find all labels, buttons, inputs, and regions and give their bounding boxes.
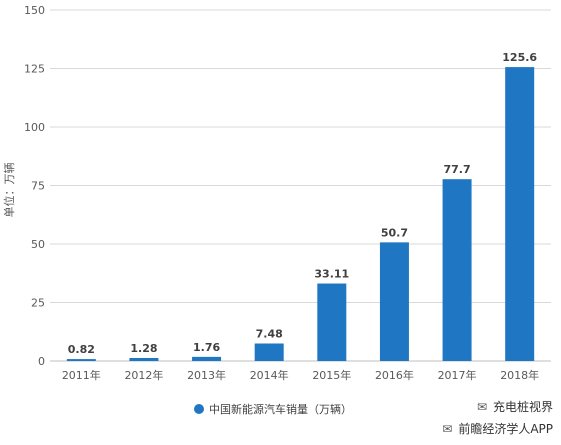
legend: 中国新能源汽车销量（万辆） [194, 402, 352, 416]
bar [505, 67, 535, 361]
x-tick-label: 2017年 [438, 368, 477, 382]
bar [129, 358, 159, 361]
legend-label: 中国新能源汽车销量（万辆） [209, 402, 352, 416]
bar [317, 283, 347, 361]
data-label: 50.7 [381, 226, 408, 239]
legend-swatch [194, 404, 204, 414]
gridlines [50, 9, 551, 362]
y-tick-label: 0 [38, 355, 45, 368]
data-label: 1.76 [193, 341, 220, 354]
y-tick-label: 150 [24, 4, 45, 17]
y-tick-label: 100 [24, 121, 45, 134]
x-tick-label: 2018年 [500, 368, 539, 382]
bar [192, 356, 222, 361]
x-tick-label: 2015年 [312, 368, 351, 382]
y-tick-label: 75 [31, 180, 45, 193]
wechat-icon: ✉ [476, 400, 488, 414]
watermark-text-2: 前瞻经济学人APP [458, 422, 553, 436]
x-tick-label: 2011年 [62, 368, 101, 382]
data-label: 77.7 [443, 163, 470, 176]
x-tick-label: 2014年 [250, 368, 289, 382]
y-tick-label: 25 [31, 297, 45, 310]
bar [379, 242, 409, 361]
watermark-line-2: ✉ 前瞻经济学人APP [440, 420, 553, 437]
data-label: 7.48 [256, 327, 283, 340]
data-labels: 0.82 1.28 1.76 7.48 33.11 50.7 77.7 125.6 [68, 51, 538, 356]
y-axis-ticks: 0 25 50 75 100 125 150 [24, 4, 45, 368]
y-tick-label: 50 [31, 238, 45, 251]
bar [442, 179, 472, 361]
watermark-text-1: 充电桩视界 [492, 400, 553, 414]
bar [66, 359, 96, 361]
wechat-icon: ✉ [442, 422, 453, 436]
bars [66, 67, 535, 361]
bar [254, 343, 284, 361]
y-axis-title: 单位：万辆 [2, 163, 16, 218]
data-label: 33.11 [314, 268, 349, 281]
watermark-line-1: ✉ 充电桩视界 [475, 398, 553, 415]
x-tick-label: 2012年 [124, 368, 163, 382]
data-label: 1.28 [130, 342, 157, 355]
x-axis-ticks: 2011年 2012年 2013年 2014年 2015年 2016年 2017年 2018年 [62, 368, 539, 382]
x-tick-label: 2016年 [375, 368, 414, 382]
y-tick-label: 125 [24, 63, 45, 76]
data-label: 125.6 [502, 51, 537, 64]
data-label: 0.82 [68, 343, 95, 356]
x-tick-label: 2013年 [187, 368, 226, 382]
